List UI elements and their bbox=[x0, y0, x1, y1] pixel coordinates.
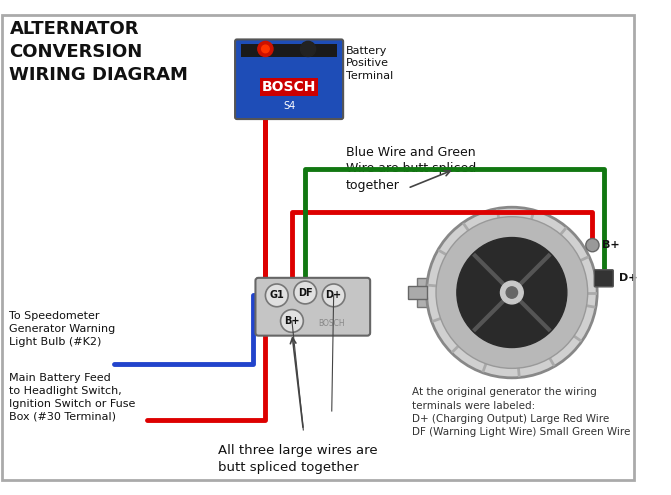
Text: At the original generator the wiring
terminals were labeled:
D+ (Charging Output: At the original generator the wiring ter… bbox=[412, 387, 631, 437]
Circle shape bbox=[258, 42, 273, 56]
Circle shape bbox=[457, 238, 567, 347]
Bar bbox=[417, 278, 438, 307]
Text: D+: D+ bbox=[619, 273, 637, 283]
Bar bbox=[241, 44, 338, 56]
Text: S4: S4 bbox=[283, 101, 295, 111]
FancyBboxPatch shape bbox=[235, 40, 343, 119]
Circle shape bbox=[501, 281, 523, 304]
Circle shape bbox=[280, 309, 303, 332]
Bar bbox=[407, 286, 427, 299]
Text: BOSCH: BOSCH bbox=[319, 319, 345, 328]
Circle shape bbox=[294, 281, 317, 304]
Circle shape bbox=[301, 42, 315, 56]
Text: ALTERNATOR
CONVERSION
WIRING DIAGRAM: ALTERNATOR CONVERSION WIRING DIAGRAM bbox=[9, 20, 189, 84]
Circle shape bbox=[262, 45, 269, 52]
Circle shape bbox=[322, 284, 345, 307]
FancyBboxPatch shape bbox=[595, 270, 613, 287]
Text: B+: B+ bbox=[602, 240, 619, 250]
Text: DF: DF bbox=[298, 288, 313, 297]
Text: Blue Wire and Green
Wire are butt spliced
together: Blue Wire and Green Wire are butt splice… bbox=[346, 146, 476, 192]
Text: BOSCH: BOSCH bbox=[262, 80, 316, 94]
Circle shape bbox=[586, 239, 599, 252]
Text: D+: D+ bbox=[325, 291, 342, 300]
FancyBboxPatch shape bbox=[256, 278, 370, 336]
Text: B+: B+ bbox=[285, 316, 300, 326]
Text: G1: G1 bbox=[269, 291, 284, 300]
Circle shape bbox=[436, 217, 588, 368]
Text: To Speedometer
Generator Warning
Light Bulb (#K2): To Speedometer Generator Warning Light B… bbox=[9, 311, 115, 347]
Circle shape bbox=[266, 284, 288, 307]
Circle shape bbox=[427, 207, 597, 378]
Text: Battery
Positive
Terminal: Battery Positive Terminal bbox=[346, 46, 393, 81]
Circle shape bbox=[506, 287, 517, 298]
Text: Main Battery Feed
to Headlight Switch,
Ignition Switch or Fuse
Box (#30 Terminal: Main Battery Feed to Headlight Switch, I… bbox=[9, 373, 136, 422]
Text: All three large wires are
butt spliced together: All three large wires are butt spliced t… bbox=[218, 444, 378, 474]
